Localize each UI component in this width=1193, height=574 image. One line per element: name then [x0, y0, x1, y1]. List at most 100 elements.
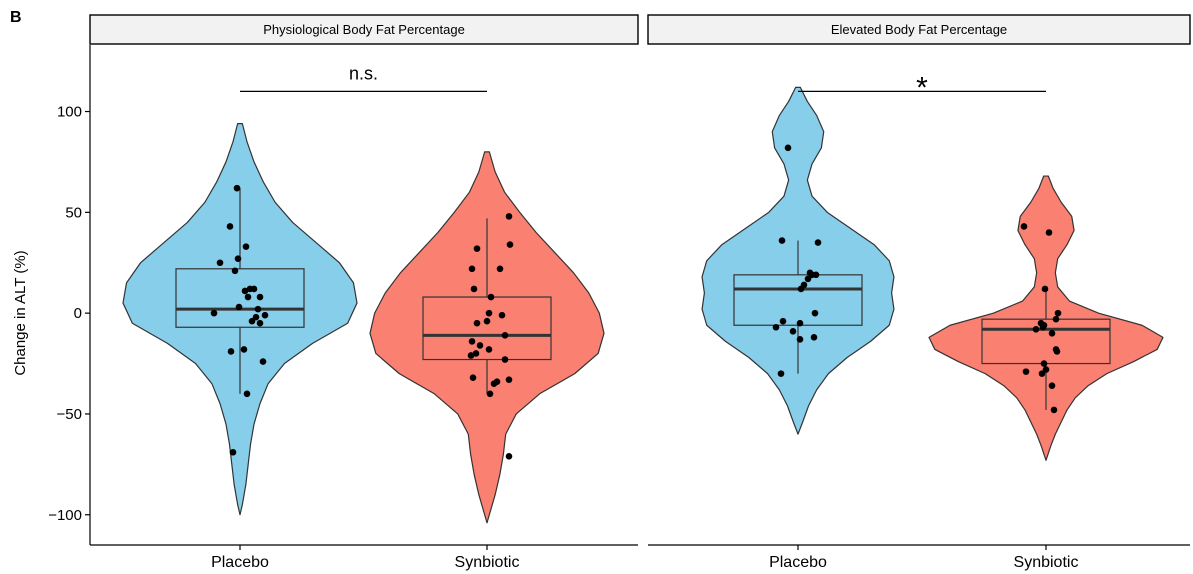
data-point	[256, 319, 264, 327]
data-point	[505, 376, 513, 383]
data-point	[490, 380, 498, 388]
data-point	[505, 452, 513, 460]
data-point	[234, 255, 242, 263]
data-point	[811, 309, 819, 317]
data-point	[476, 342, 484, 349]
data-point	[241, 287, 249, 295]
data-point	[784, 144, 792, 152]
data-point	[240, 346, 248, 353]
data-point	[810, 334, 818, 341]
box-iqr	[422, 296, 552, 361]
data-point	[472, 350, 480, 357]
data-point	[483, 317, 491, 325]
facet-strip	[647, 14, 1191, 45]
data-point	[501, 332, 509, 339]
data-point	[487, 293, 495, 301]
y-tick-label: 100	[57, 104, 82, 121]
data-point	[259, 358, 267, 365]
data-point	[1042, 366, 1050, 373]
facet-panels: Physiological Body Fat Percentage Placebo…	[89, 14, 1191, 571]
data-point	[797, 285, 805, 293]
data-point	[248, 317, 256, 325]
data-point	[226, 223, 234, 230]
violin-placebo	[122, 123, 358, 516]
data-point	[796, 336, 804, 343]
data-point	[1048, 382, 1056, 390]
y-tick-label: −50	[57, 406, 82, 423]
data-point	[229, 448, 237, 456]
data-point	[796, 319, 804, 327]
data-point	[1020, 223, 1028, 230]
violin-synbiotic	[369, 151, 605, 524]
data-point	[778, 237, 786, 244]
data-point	[779, 317, 787, 325]
data-point	[242, 243, 250, 250]
data-point	[804, 275, 812, 283]
y-tick-label: 50	[65, 204, 82, 221]
data-point	[772, 323, 780, 331]
panel-label: B	[10, 9, 22, 26]
data-point	[470, 285, 478, 293]
y-tick-label: 0	[74, 305, 82, 322]
x-tick-label: Placebo	[769, 554, 827, 571]
data-point	[469, 374, 477, 381]
data-point	[216, 259, 224, 267]
data-point	[244, 293, 252, 301]
data-point	[1041, 285, 1049, 293]
x-tick-label: Synbiotic	[455, 554, 520, 571]
data-point	[505, 213, 513, 220]
data-point	[233, 184, 241, 192]
data-point	[1038, 370, 1046, 377]
facet-strip	[89, 14, 639, 45]
data-point	[812, 271, 820, 279]
data-point	[777, 370, 785, 377]
facet-title: Elevated Body Fat Percentage	[831, 22, 1007, 37]
data-point	[486, 390, 494, 398]
data-point	[1048, 330, 1056, 337]
data-point	[789, 327, 797, 335]
facet-title: Physiological Body Fat Percentage	[263, 22, 465, 37]
data-point	[1022, 368, 1030, 375]
data-point	[485, 309, 493, 317]
data-point	[1040, 360, 1048, 367]
y-axis-label: Change in ALT (%)	[12, 250, 29, 375]
y-axis: −100 −50 0 50 100	[48, 45, 91, 545]
data-point	[498, 311, 506, 319]
x-tick-label: Synbiotic	[1014, 554, 1079, 571]
data-point	[243, 390, 251, 398]
data-point	[814, 239, 822, 246]
data-point	[252, 313, 260, 321]
data-point	[1050, 406, 1058, 414]
data-point	[210, 309, 218, 317]
data-point	[501, 356, 509, 363]
data-point	[1054, 309, 1062, 317]
data-point	[261, 311, 269, 319]
data-point	[231, 267, 239, 275]
facet-panel: Elevated Body Fat Percentage Placebo Synbi…	[647, 14, 1191, 571]
data-point	[227, 348, 235, 355]
significance-label: *	[916, 71, 928, 104]
data-point	[254, 305, 262, 313]
data-point	[485, 346, 493, 353]
data-point	[1045, 229, 1053, 236]
box-iqr	[175, 268, 305, 328]
x-tick-label: Placebo	[211, 554, 269, 571]
data-point	[496, 265, 504, 273]
data-point	[473, 319, 481, 327]
data-point	[468, 338, 476, 345]
data-point	[1053, 348, 1061, 355]
data-point	[1052, 315, 1060, 323]
data-point	[467, 352, 475, 359]
data-point	[250, 285, 258, 293]
significance-label: n.s.	[349, 63, 378, 83]
data-point	[256, 293, 264, 301]
data-point	[468, 265, 476, 273]
data-point	[1032, 325, 1040, 333]
facet-panel: Physiological Body Fat Percentage Placebo…	[89, 14, 639, 571]
y-tick-label: −100	[48, 507, 82, 524]
data-point	[235, 303, 243, 311]
data-point	[506, 241, 514, 248]
data-point	[473, 245, 481, 252]
data-point	[1040, 321, 1048, 329]
